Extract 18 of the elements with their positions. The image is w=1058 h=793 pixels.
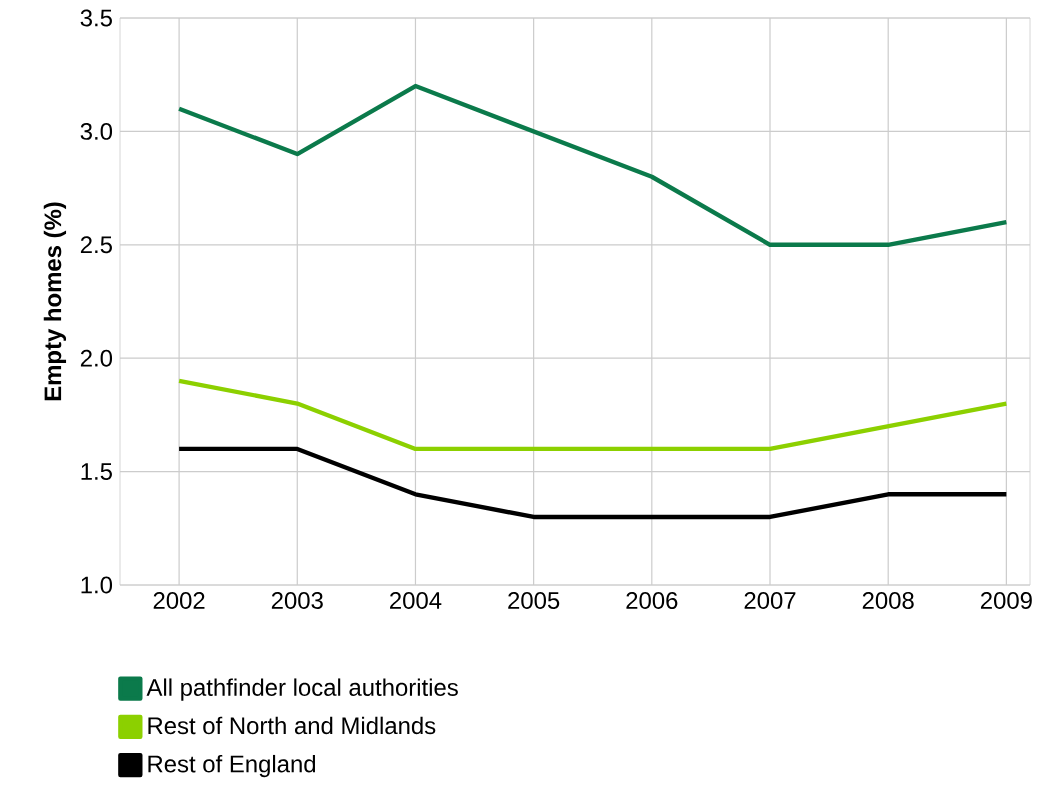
y-tick-label: 2.0: [80, 349, 113, 367]
y-tick-label: 3.0: [80, 122, 113, 140]
y-tick-label: 1.5: [81, 463, 112, 480]
x-tick-label: 2003: [271, 592, 323, 609]
y-tick-label: 3.5: [80, 9, 112, 27]
legend-label: All pathfinder local authorities: [146, 678, 458, 701]
x-tick-label: 2009: [980, 592, 1032, 609]
x-tick-label: 2004: [390, 592, 442, 609]
x-tick-label: 2002: [153, 592, 205, 609]
y-axis-title: Empty homes (%): [43, 202, 67, 401]
x-tick-label: 2005: [508, 592, 560, 609]
x-tick-label: 2006: [626, 592, 678, 609]
x-tick-label: 2007: [744, 592, 796, 609]
y-tick-label: 1.0: [81, 576, 113, 594]
y-tick-label: 2.5: [80, 236, 112, 254]
legend-label: Rest of England: [148, 754, 316, 778]
x-tick-label: 2008: [862, 592, 914, 609]
legend-label: Rest of North and Midlands: [148, 716, 436, 735]
